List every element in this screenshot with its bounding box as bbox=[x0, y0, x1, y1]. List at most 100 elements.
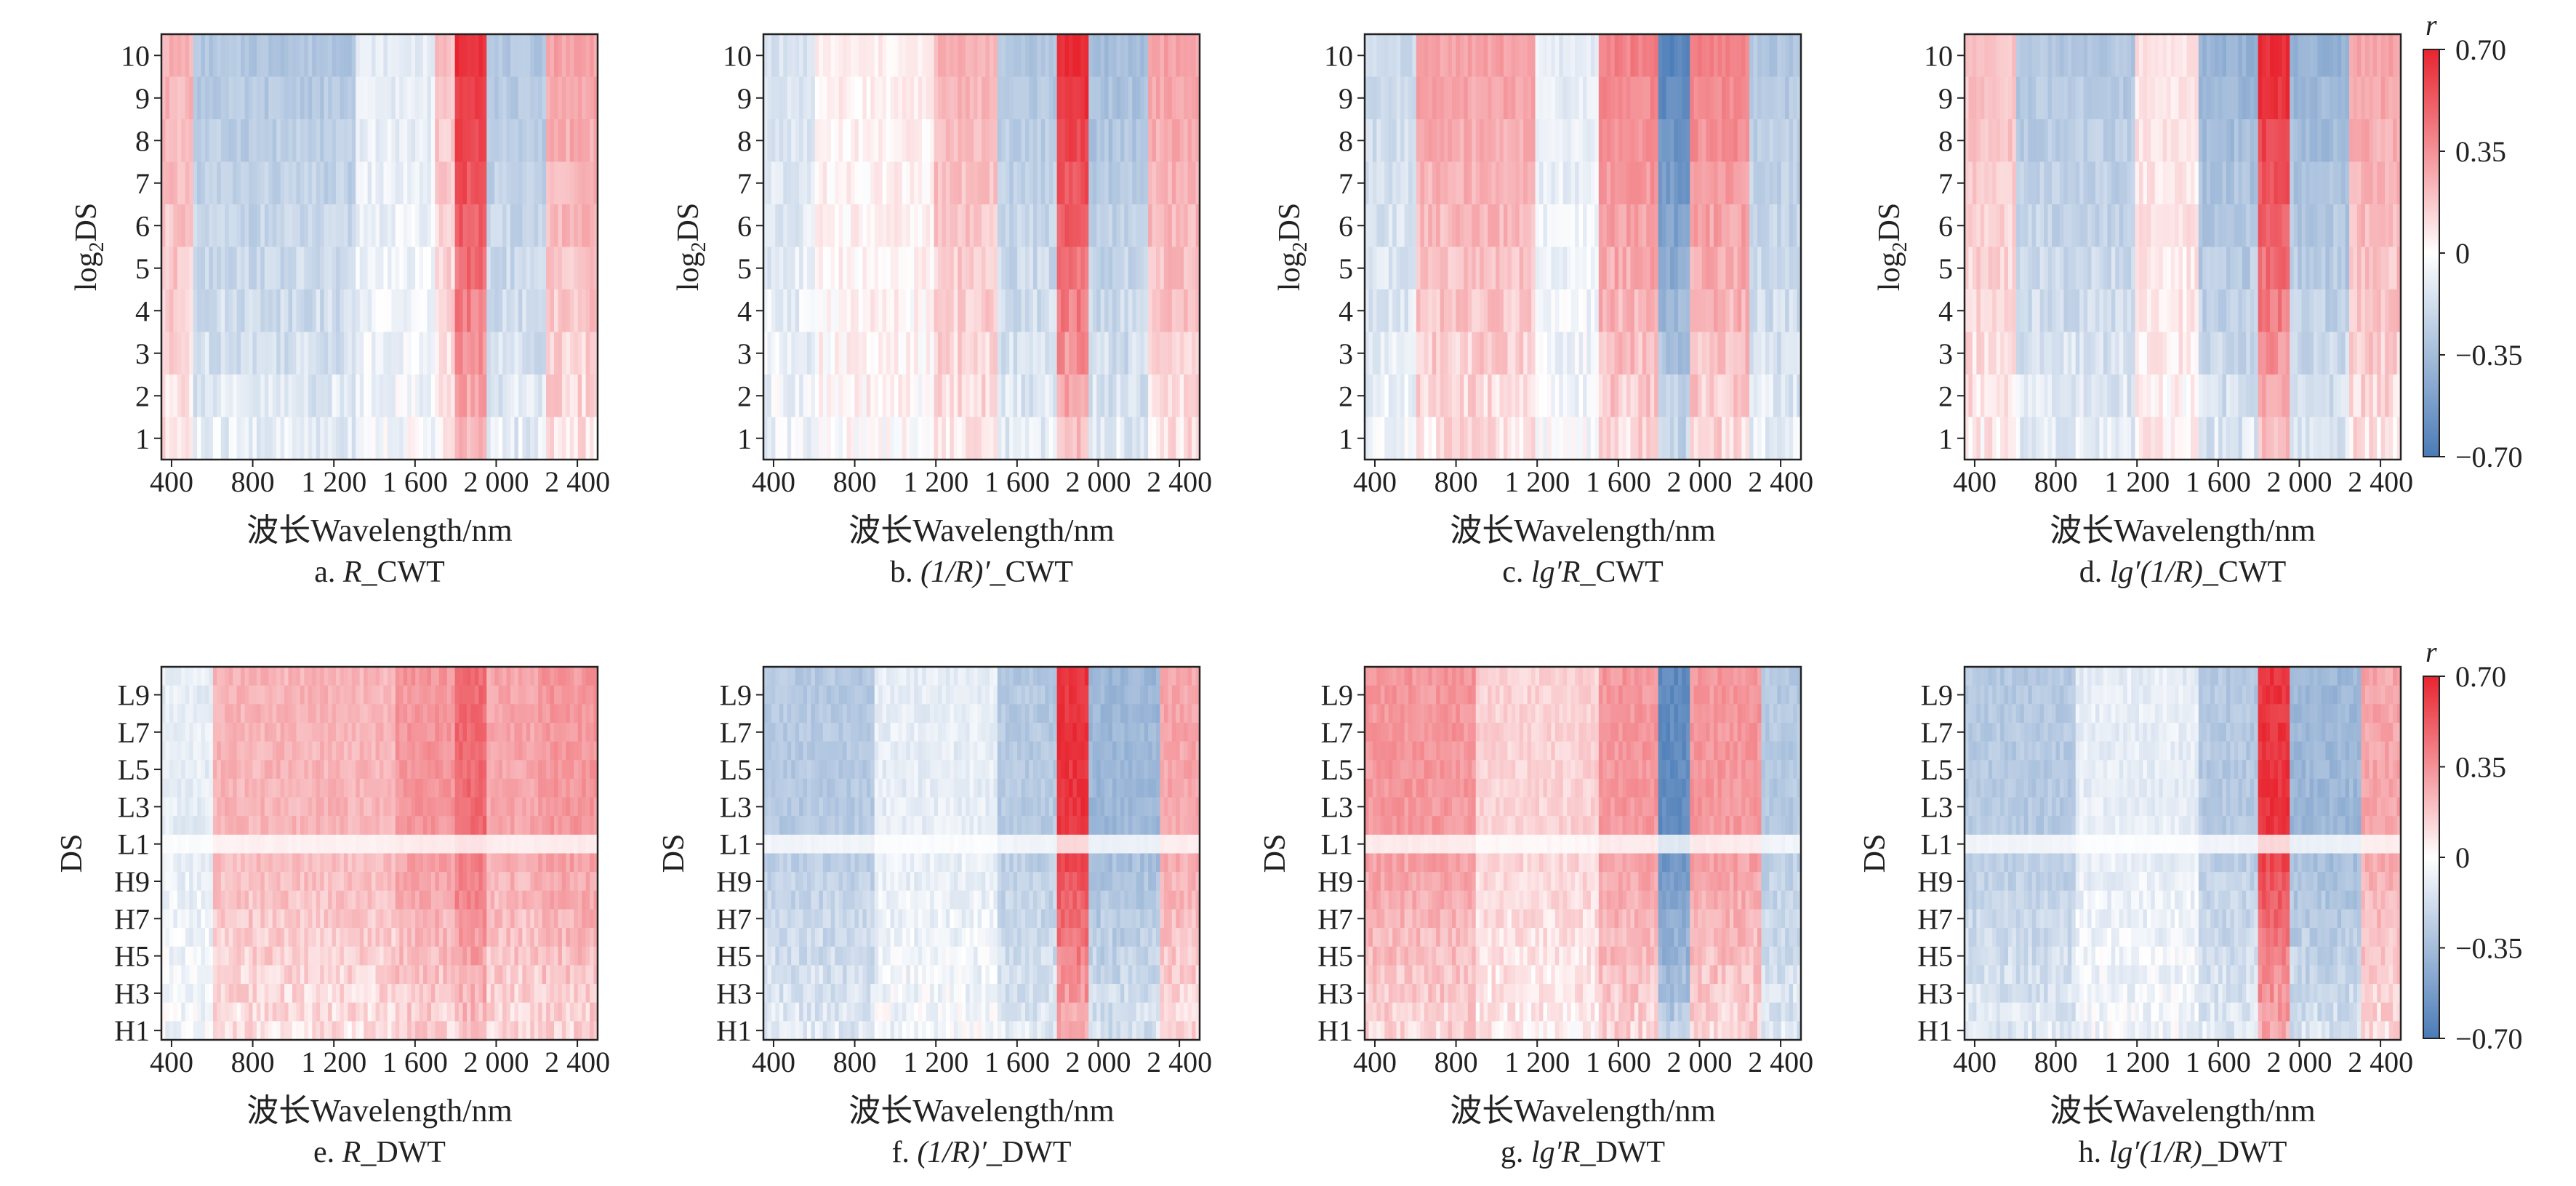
heat-cell bbox=[985, 289, 990, 333]
heat-cell bbox=[582, 374, 587, 418]
heat-cell bbox=[1132, 374, 1137, 418]
heat-cell bbox=[244, 247, 249, 290]
heat-cell bbox=[189, 946, 194, 966]
heat-cell bbox=[1677, 417, 1682, 460]
heat-cell bbox=[2023, 289, 2029, 333]
heat-cell bbox=[169, 928, 174, 947]
heat-cell bbox=[1551, 161, 1556, 205]
heat-cell bbox=[2357, 289, 2362, 333]
heat-cell bbox=[474, 34, 479, 78]
heat-cell bbox=[1614, 204, 1619, 248]
heat-cell bbox=[898, 204, 903, 248]
heat-cell bbox=[2194, 76, 2199, 120]
heat-cell bbox=[1968, 204, 1973, 248]
heat-cell bbox=[2298, 76, 2303, 120]
heat-cell bbox=[256, 374, 261, 418]
heat-cell bbox=[1567, 374, 1572, 418]
heat-cell bbox=[874, 204, 879, 248]
heat-cell bbox=[2357, 34, 2362, 78]
heat-cell bbox=[969, 76, 974, 120]
heat-cell bbox=[890, 374, 895, 418]
heat-cell bbox=[1176, 204, 1181, 248]
heat-cell bbox=[2238, 332, 2243, 375]
heat-cell bbox=[993, 417, 998, 460]
heat-cell bbox=[2329, 34, 2334, 78]
heat-cell bbox=[197, 741, 202, 761]
heat-cell bbox=[169, 76, 174, 120]
heat-cell bbox=[228, 289, 233, 333]
heat-cell bbox=[1733, 161, 1738, 205]
heat-cell bbox=[173, 1002, 178, 1022]
heat-cell bbox=[1701, 417, 1706, 460]
heat-cell bbox=[2151, 76, 2156, 120]
heat-cell bbox=[1606, 374, 1611, 418]
heat-cell bbox=[934, 76, 939, 120]
heat-cell bbox=[1598, 34, 1603, 78]
heat-cell bbox=[2036, 247, 2041, 290]
heat-cell bbox=[1128, 119, 1133, 163]
heat-cell bbox=[506, 247, 511, 290]
heat-cell bbox=[546, 374, 551, 418]
heat-cell bbox=[1072, 332, 1078, 375]
heat-cell bbox=[1670, 289, 1675, 333]
heat-cell bbox=[2135, 204, 2140, 248]
heat-cell bbox=[969, 332, 974, 375]
heat-cell bbox=[2293, 289, 2298, 333]
heat-cell bbox=[1061, 161, 1066, 205]
heat-cell bbox=[2329, 374, 2334, 418]
heat-cell bbox=[1984, 247, 1989, 290]
heat-cell bbox=[430, 34, 436, 78]
heat-cell bbox=[1168, 374, 1173, 418]
y-tick-label: 8 bbox=[737, 124, 752, 157]
heat-cell bbox=[2290, 119, 2295, 163]
heat-cell bbox=[1456, 289, 1461, 333]
heat-cell bbox=[1527, 289, 1532, 333]
heat-cell bbox=[474, 119, 479, 163]
heat-cell bbox=[1179, 76, 1184, 120]
heat-cell bbox=[767, 76, 772, 120]
heat-cell bbox=[1483, 247, 1488, 290]
heat-cell bbox=[2167, 374, 2172, 418]
heat-cell bbox=[2274, 374, 2279, 418]
heat-cell bbox=[1638, 289, 1643, 333]
heat-cell bbox=[304, 119, 309, 163]
heat-cell bbox=[1729, 374, 1734, 418]
heat-cell bbox=[886, 417, 891, 460]
heat-cell bbox=[878, 204, 883, 248]
heat-cell bbox=[2055, 289, 2061, 333]
heat-cell bbox=[590, 374, 595, 418]
heat-cell bbox=[894, 332, 899, 375]
heat-cell bbox=[1467, 76, 1472, 120]
heat-cell bbox=[241, 289, 246, 333]
heat-cell bbox=[225, 984, 230, 1003]
heat-cell bbox=[189, 704, 194, 724]
heat-cell bbox=[870, 161, 875, 205]
heat-cell bbox=[942, 417, 947, 460]
heat-cell bbox=[451, 332, 456, 375]
heat-cell bbox=[930, 247, 935, 290]
heat-cell bbox=[177, 161, 182, 205]
heat-cell bbox=[383, 289, 388, 333]
heat-cell bbox=[427, 204, 432, 248]
heat-cell bbox=[193, 417, 198, 460]
heat-cell bbox=[2369, 204, 2374, 248]
heat-cell bbox=[1080, 161, 1086, 205]
heat-cell bbox=[249, 741, 254, 761]
heat-cell bbox=[1741, 204, 1746, 248]
heat-cell bbox=[1741, 332, 1746, 375]
heat-cell bbox=[161, 984, 166, 1003]
heat-cell bbox=[1745, 289, 1750, 333]
heat-cell bbox=[498, 332, 503, 375]
heat-cell bbox=[2198, 289, 2203, 333]
heat-cell bbox=[197, 965, 202, 985]
heat-cell bbox=[173, 834, 178, 854]
heat-cell bbox=[217, 704, 222, 724]
heat-cell bbox=[1013, 289, 1018, 333]
heat-cell bbox=[177, 289, 182, 333]
heat-cell bbox=[866, 119, 871, 163]
heat-cell bbox=[2321, 289, 2326, 333]
heat-cell bbox=[2242, 417, 2247, 460]
heat-cell bbox=[1017, 417, 1022, 460]
heat-cell bbox=[1614, 374, 1619, 418]
heat-cell bbox=[1789, 247, 1794, 290]
